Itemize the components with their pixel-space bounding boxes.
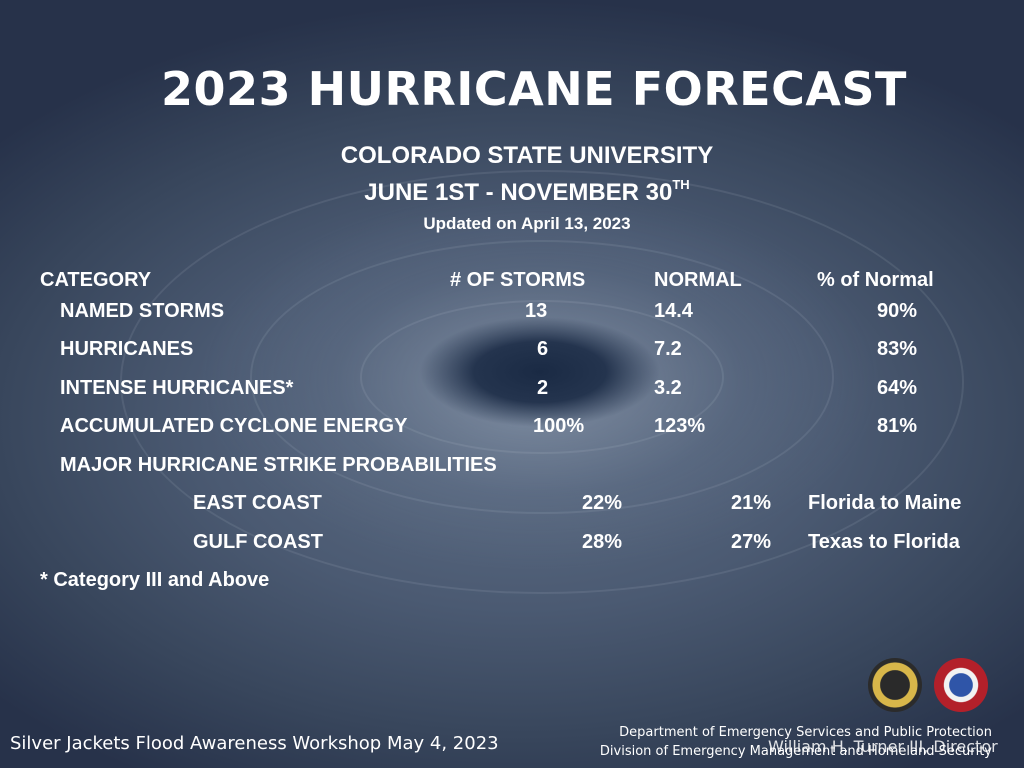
row-category: NAMED STORMS — [60, 300, 225, 322]
updated-date: Updated on April 13, 2023 — [423, 214, 631, 233]
department-name: Department of Emergency Services and Pub… — [619, 725, 992, 740]
state-police-seal-icon — [868, 658, 922, 712]
header-normal: NORMAL — [654, 269, 742, 291]
season-dates: JUNE 1ST - NOVEMBER 30TH — [0, 177, 1024, 207]
forecast-source: COLORADO STATE UNIVERSITY — [340, 142, 714, 169]
row-storms: 6 — [537, 338, 549, 360]
season-dates-main: JUNE 1ST - NOVEMBER 30 — [364, 179, 673, 206]
director-name: William H. Turner III, Director — [768, 737, 998, 756]
footnote: * Category III and Above — [40, 569, 270, 591]
row-pct: 83% — [877, 338, 918, 360]
row-normal: 123% — [654, 415, 706, 437]
division-name: Division of Emergency Management and Hom… — [599, 744, 992, 759]
row-pct: 81% — [877, 415, 918, 437]
hurricane-band — [120, 170, 964, 594]
header-category: CATEGORY — [40, 269, 152, 291]
row-storms: 13 — [525, 300, 548, 322]
row-category: HURRICANES — [60, 338, 194, 360]
row-category: INTENSE HURRICANES* — [60, 377, 294, 399]
strike-normal: 27% — [731, 531, 772, 553]
row-storms: 2 — [537, 377, 549, 399]
strike-region: EAST COAST — [193, 492, 322, 514]
strike-forecast: 22% — [582, 492, 623, 514]
season-dates-sup: TH — [672, 177, 690, 192]
emergency-management-seal-icon — [934, 658, 988, 712]
row-pct: 90% — [877, 300, 918, 322]
strike-probabilities-heading: MAJOR HURRICANE STRIKE PROBABILITIES — [60, 454, 497, 476]
row-normal: 14.4 — [654, 300, 693, 322]
strike-range: Texas to Florida — [808, 531, 960, 553]
row-normal: 7.2 — [654, 338, 682, 360]
strike-region: GULF COAST — [193, 531, 323, 553]
header-storms: # OF STORMS — [450, 269, 586, 291]
event-footer: Silver Jackets Flood Awareness Workshop … — [10, 733, 499, 754]
strike-range: Florida to Maine — [808, 492, 962, 514]
strike-normal: 21% — [731, 492, 772, 514]
header-pct-normal: % of Normal — [817, 269, 934, 291]
row-category: ACCUMULATED CYCLONE ENERGY — [60, 415, 408, 437]
row-pct: 64% — [877, 377, 918, 399]
row-normal: 3.2 — [654, 377, 682, 399]
strike-forecast: 28% — [582, 531, 623, 553]
page-title: 2023 HURRICANE FORECAST — [161, 62, 907, 116]
row-storms: 100% — [533, 415, 585, 437]
